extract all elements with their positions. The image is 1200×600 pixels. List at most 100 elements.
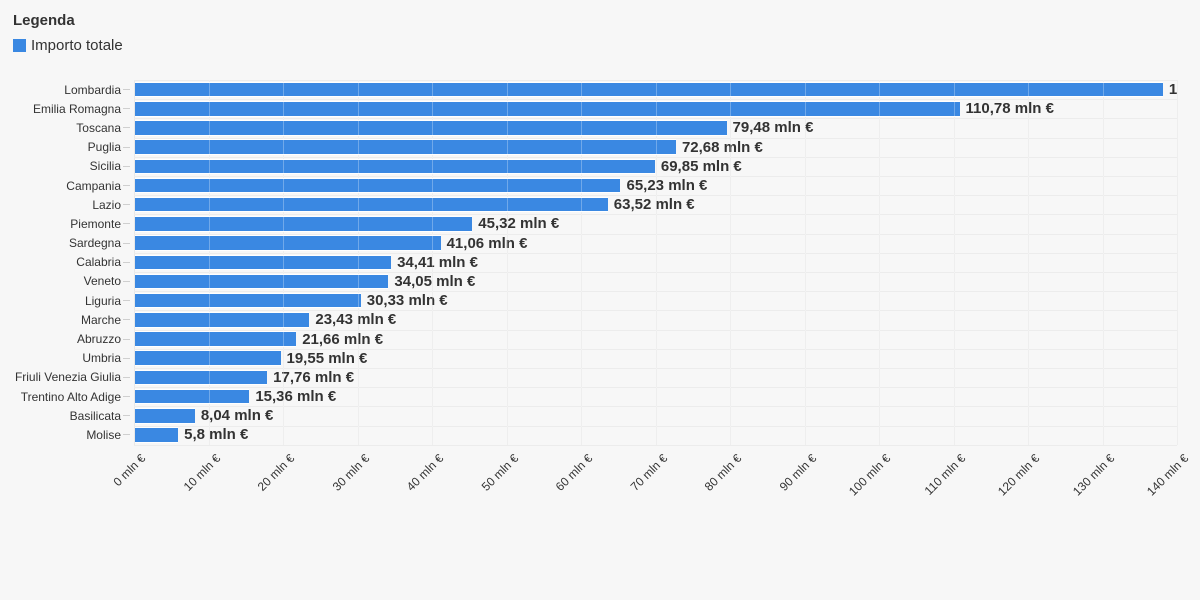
- bar[interactable]: [135, 388, 250, 405]
- category-label: Toscana: [76, 120, 121, 135]
- gridline-horizontal: [134, 137, 1177, 139]
- category-label: Lombardia: [64, 82, 121, 97]
- bar[interactable]: [135, 120, 727, 136]
- y-axis-tick: [123, 89, 130, 91]
- bar-row: Molise 5,8 mln €: [0, 425, 1177, 444]
- gridline-horizontal: [134, 329, 1177, 331]
- bar-area: 5,8 mln €: [135, 425, 1177, 444]
- gridline-horizontal: [134, 387, 1177, 389]
- bar[interactable]: [135, 158, 655, 175]
- bar-area: 65,23 mln €: [135, 176, 1177, 195]
- y-axis-tick: [123, 415, 130, 417]
- bar[interactable]: [135, 331, 297, 347]
- gridline-vertical: [655, 80, 657, 445]
- legend-swatch-icon: [13, 39, 26, 52]
- bar-row: Piemonte 45,32 mln €: [0, 214, 1177, 233]
- gridline-horizontal: [134, 214, 1177, 216]
- value-label: 63,52 mln €: [613, 196, 695, 214]
- value-label: 19,55 mln €: [286, 349, 368, 367]
- gridline-horizontal: [134, 176, 1177, 177]
- bar-row: Sicilia 69,85 mln €: [0, 157, 1177, 176]
- category-label: Umbria: [82, 351, 121, 366]
- bar-area: 8,04 mln €: [135, 406, 1177, 425]
- category-label: Basilicata: [69, 408, 121, 423]
- bar[interactable]: [135, 101, 960, 117]
- bar-area: 15,36 mln €: [135, 387, 1177, 406]
- bar-area: 19,55 mln €: [135, 349, 1177, 368]
- gridline-horizontal: [134, 310, 1177, 312]
- y-axis-tick: [123, 223, 130, 225]
- y-axis-tick: [123, 165, 130, 167]
- category-label: Sicilia: [89, 159, 121, 174]
- value-label: 23,43 mln €: [315, 311, 397, 329]
- bar[interactable]: [135, 427, 179, 443]
- gridline-vertical: [432, 80, 433, 445]
- gridline-horizontal: [134, 406, 1177, 408]
- bar[interactable]: [135, 235, 441, 251]
- bar-row: Liguria 30,33 mln €: [0, 291, 1177, 310]
- gridline-horizontal: [134, 233, 1177, 235]
- gridline-horizontal: [134, 291, 1177, 293]
- gridline-horizontal: [134, 425, 1177, 427]
- bar-area: 45,32 mln €: [135, 214, 1177, 233]
- gridline-vertical: [879, 80, 880, 445]
- bar-row: Umbria 19,55 mln €: [0, 349, 1177, 368]
- gridline-horizontal: [134, 99, 1177, 101]
- bar-row: Puglia 72,68 mln €: [0, 138, 1177, 157]
- value-label: 17,76 mln €: [273, 368, 355, 386]
- bar[interactable]: [135, 350, 281, 366]
- category-label: Abruzzo: [76, 332, 121, 347]
- legend-item-label: Importo totale: [31, 37, 123, 54]
- bar-area: 72,68 mln €: [135, 138, 1177, 157]
- value-label: 34,41 mln €: [397, 253, 478, 271]
- bar-row: Veneto 34,05 mln €: [0, 272, 1177, 291]
- category-label: Piemonte: [70, 216, 121, 231]
- value-label: 69,85 mln €: [660, 157, 742, 175]
- bar-row: Lombardia 1: [0, 80, 1177, 99]
- bar[interactable]: [135, 254, 392, 271]
- bar-area: 21,66 mln €: [135, 329, 1177, 348]
- bar-row: Lazio 63,52 mln €: [0, 195, 1177, 214]
- bar-area: 23,43 mln €: [135, 310, 1177, 329]
- gridline-horizontal: [134, 156, 1177, 158]
- y-axis-tick: [123, 280, 130, 282]
- category-label: Sardegna: [68, 236, 121, 251]
- bar-area: 34,41 mln €: [135, 253, 1177, 272]
- bar[interactable]: [135, 81, 1163, 98]
- bar[interactable]: [135, 312, 310, 328]
- bar[interactable]: [135, 273, 389, 290]
- y-axis-tick: [123, 338, 130, 340]
- gridline-vertical: [953, 80, 955, 445]
- bar[interactable]: [135, 369, 268, 386]
- bar[interactable]: [135, 408, 195, 424]
- legend: Legenda Importo totale: [13, 12, 123, 54]
- gridline-vertical: [1028, 80, 1029, 445]
- bar-row: Marche 23,43 mln €: [0, 310, 1177, 329]
- bar-area: 63,52 mln €: [135, 195, 1177, 214]
- bar[interactable]: [135, 139, 676, 155]
- gridline-horizontal: [134, 80, 1177, 81]
- category-label: Marche: [80, 312, 121, 327]
- y-axis-tick: [123, 127, 130, 129]
- y-axis-tick: [123, 357, 130, 359]
- bar[interactable]: [135, 177, 621, 194]
- legend-item-importo-totale[interactable]: Importo totale: [13, 37, 123, 54]
- gridline-vertical: [134, 80, 135, 445]
- y-axis-tick: [123, 146, 130, 148]
- category-label: Emilia Romagna: [32, 101, 121, 116]
- value-label: 45,32 mln €: [478, 215, 560, 233]
- gridline-horizontal: [134, 348, 1177, 350]
- value-label: 5,8 mln €: [184, 426, 249, 444]
- bar-area: 79,48 mln €: [135, 118, 1177, 137]
- category-label: Puglia: [87, 140, 121, 155]
- category-label: Campania: [66, 178, 121, 193]
- y-axis-tick: [123, 434, 130, 436]
- bar[interactable]: [135, 292, 361, 309]
- bar[interactable]: [135, 216, 473, 232]
- bar[interactable]: [135, 196, 608, 213]
- gridline-horizontal: [134, 444, 1177, 446]
- y-axis-tick: [123, 261, 130, 263]
- gridline-horizontal: [134, 252, 1177, 254]
- category-label: Molise: [86, 427, 121, 442]
- bar-area: 110,78 mln €: [135, 99, 1177, 118]
